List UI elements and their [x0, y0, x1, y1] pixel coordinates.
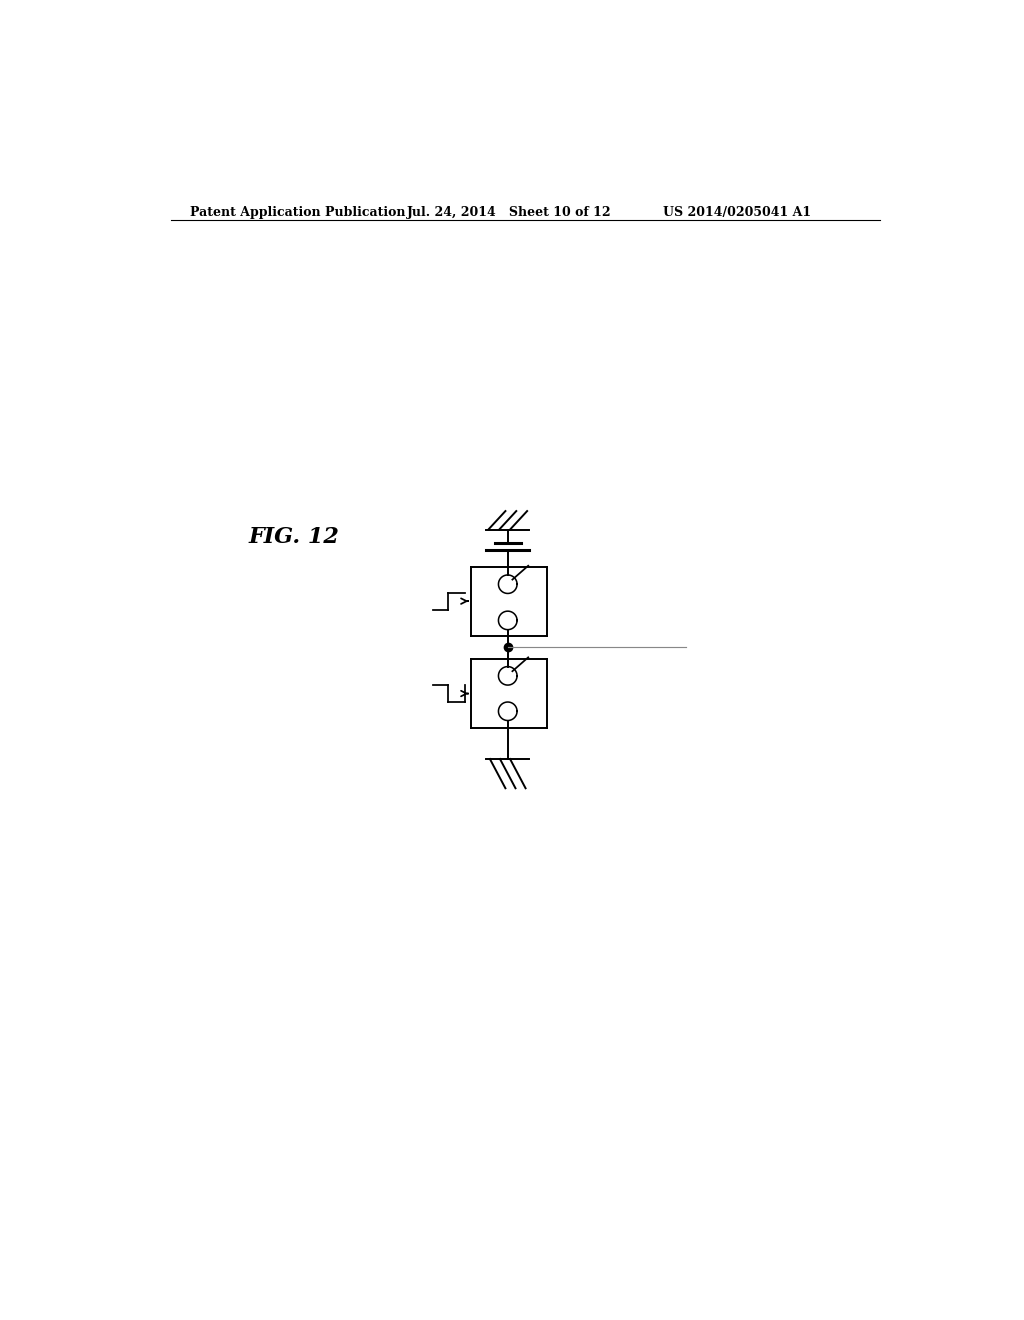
Text: FIG. 12: FIG. 12: [248, 527, 339, 549]
Text: US 2014/0205041 A1: US 2014/0205041 A1: [663, 206, 811, 219]
Text: Jul. 24, 2014   Sheet 10 of 12: Jul. 24, 2014 Sheet 10 of 12: [407, 206, 611, 219]
Text: Patent Application Publication: Patent Application Publication: [190, 206, 406, 219]
